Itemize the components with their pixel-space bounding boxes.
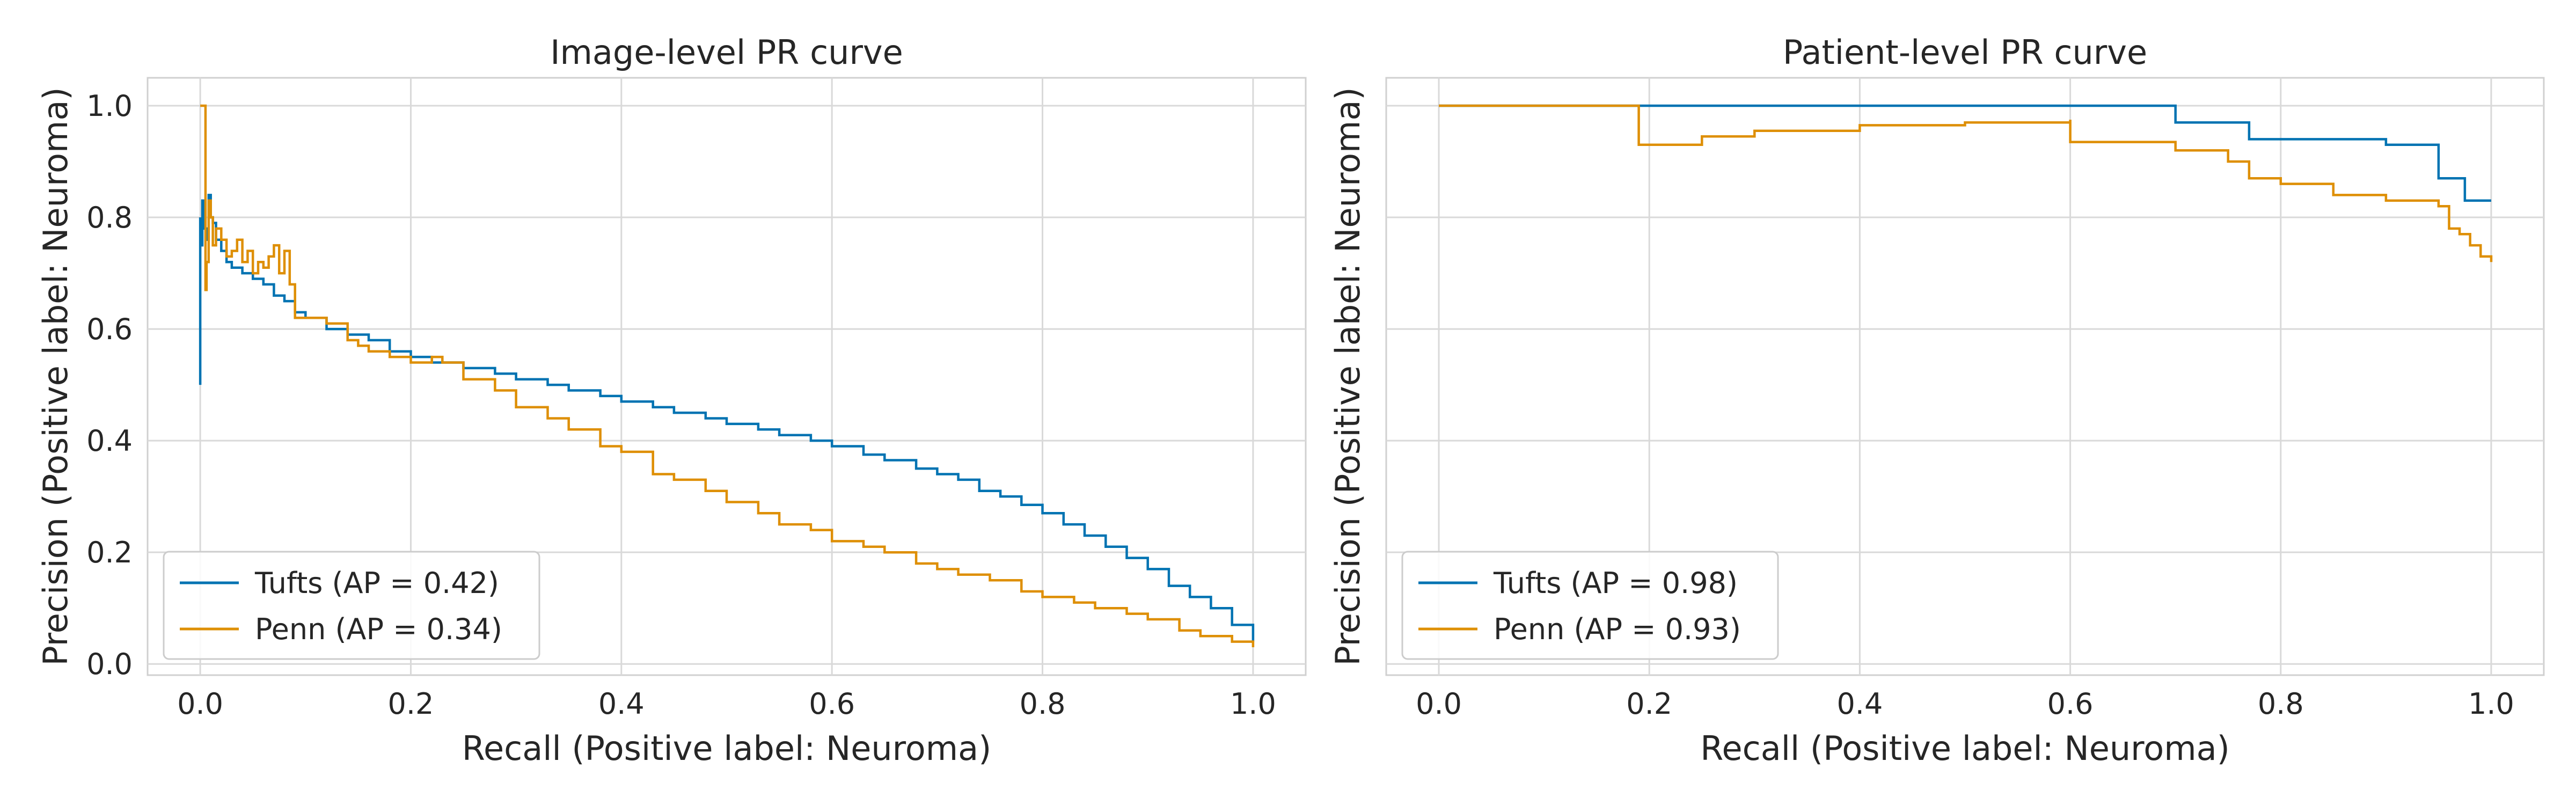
- legend-label: Tufts (AP = 0.42): [254, 566, 499, 600]
- legend-label: Penn (AP = 0.34): [255, 612, 502, 646]
- x-tick-label: 0.8: [1020, 687, 1066, 721]
- series-line-tufts: [1439, 104, 2491, 202]
- x-axis-label: Recall (Positive label: Neuroma): [1700, 729, 2230, 768]
- y-tick-label: 0.0: [86, 647, 133, 681]
- series-line-penn: [1439, 104, 2493, 262]
- x-tick-label: 0.2: [388, 687, 434, 721]
- legend-box: [1401, 551, 1779, 660]
- legend: Tufts (AP = 0.98) Penn (AP = 0.93): [1401, 551, 1779, 660]
- y-tick-label: 1.0: [86, 89, 133, 123]
- x-tick-label: 0.6: [2047, 687, 2094, 721]
- x-tick-label: 0.0: [177, 687, 223, 721]
- x-tick-label: 1.0: [2468, 687, 2514, 721]
- x-tick-label: 0.8: [2258, 687, 2304, 721]
- legend-label: Penn (AP = 0.93): [1494, 612, 1741, 646]
- legend-box: [163, 551, 540, 660]
- legend: Tufts (AP = 0.42) Penn (AP = 0.34): [163, 551, 540, 660]
- x-tick-label: 0.0: [1416, 687, 1462, 721]
- y-tick-label: 0.6: [86, 312, 133, 346]
- legend-label: Tufts (AP = 0.98): [1493, 566, 1738, 600]
- y-axis-label: Precision (Positive label: Neuroma): [1328, 87, 1367, 665]
- y-tick-label: 0.4: [86, 424, 133, 458]
- panel-patient-level: 0.0 0.2 0.4 0.6 0.8 1.0 Patient-level PR curve…: [1328, 33, 2545, 768]
- chart-title: Patient-level PR curve: [1783, 33, 2147, 72]
- y-tick-label: 0.2: [86, 536, 133, 569]
- chart-title: Image-level PR curve: [550, 33, 903, 72]
- series-line-penn: [200, 104, 1255, 647]
- x-tick-label: 0.2: [1626, 687, 1672, 721]
- x-tick-label: 1.0: [1230, 687, 1276, 721]
- x-tick-label: 0.6: [809, 687, 855, 721]
- x-tick-label: 0.4: [1836, 687, 1883, 721]
- panel-image-level: 0.0 0.0 0.2 0.2 0.4 0.4 0.6 0.6 0.8 0.8 1.0 1.0 Imag…: [36, 33, 1307, 768]
- x-tick-label: 0.4: [598, 687, 645, 721]
- x-axis-label: Recall (Positive label: Neuroma): [462, 729, 992, 768]
- y-tick-label: 0.8: [86, 201, 133, 235]
- y-axis-label: Precision (Positive label: Neuroma): [36, 87, 75, 665]
